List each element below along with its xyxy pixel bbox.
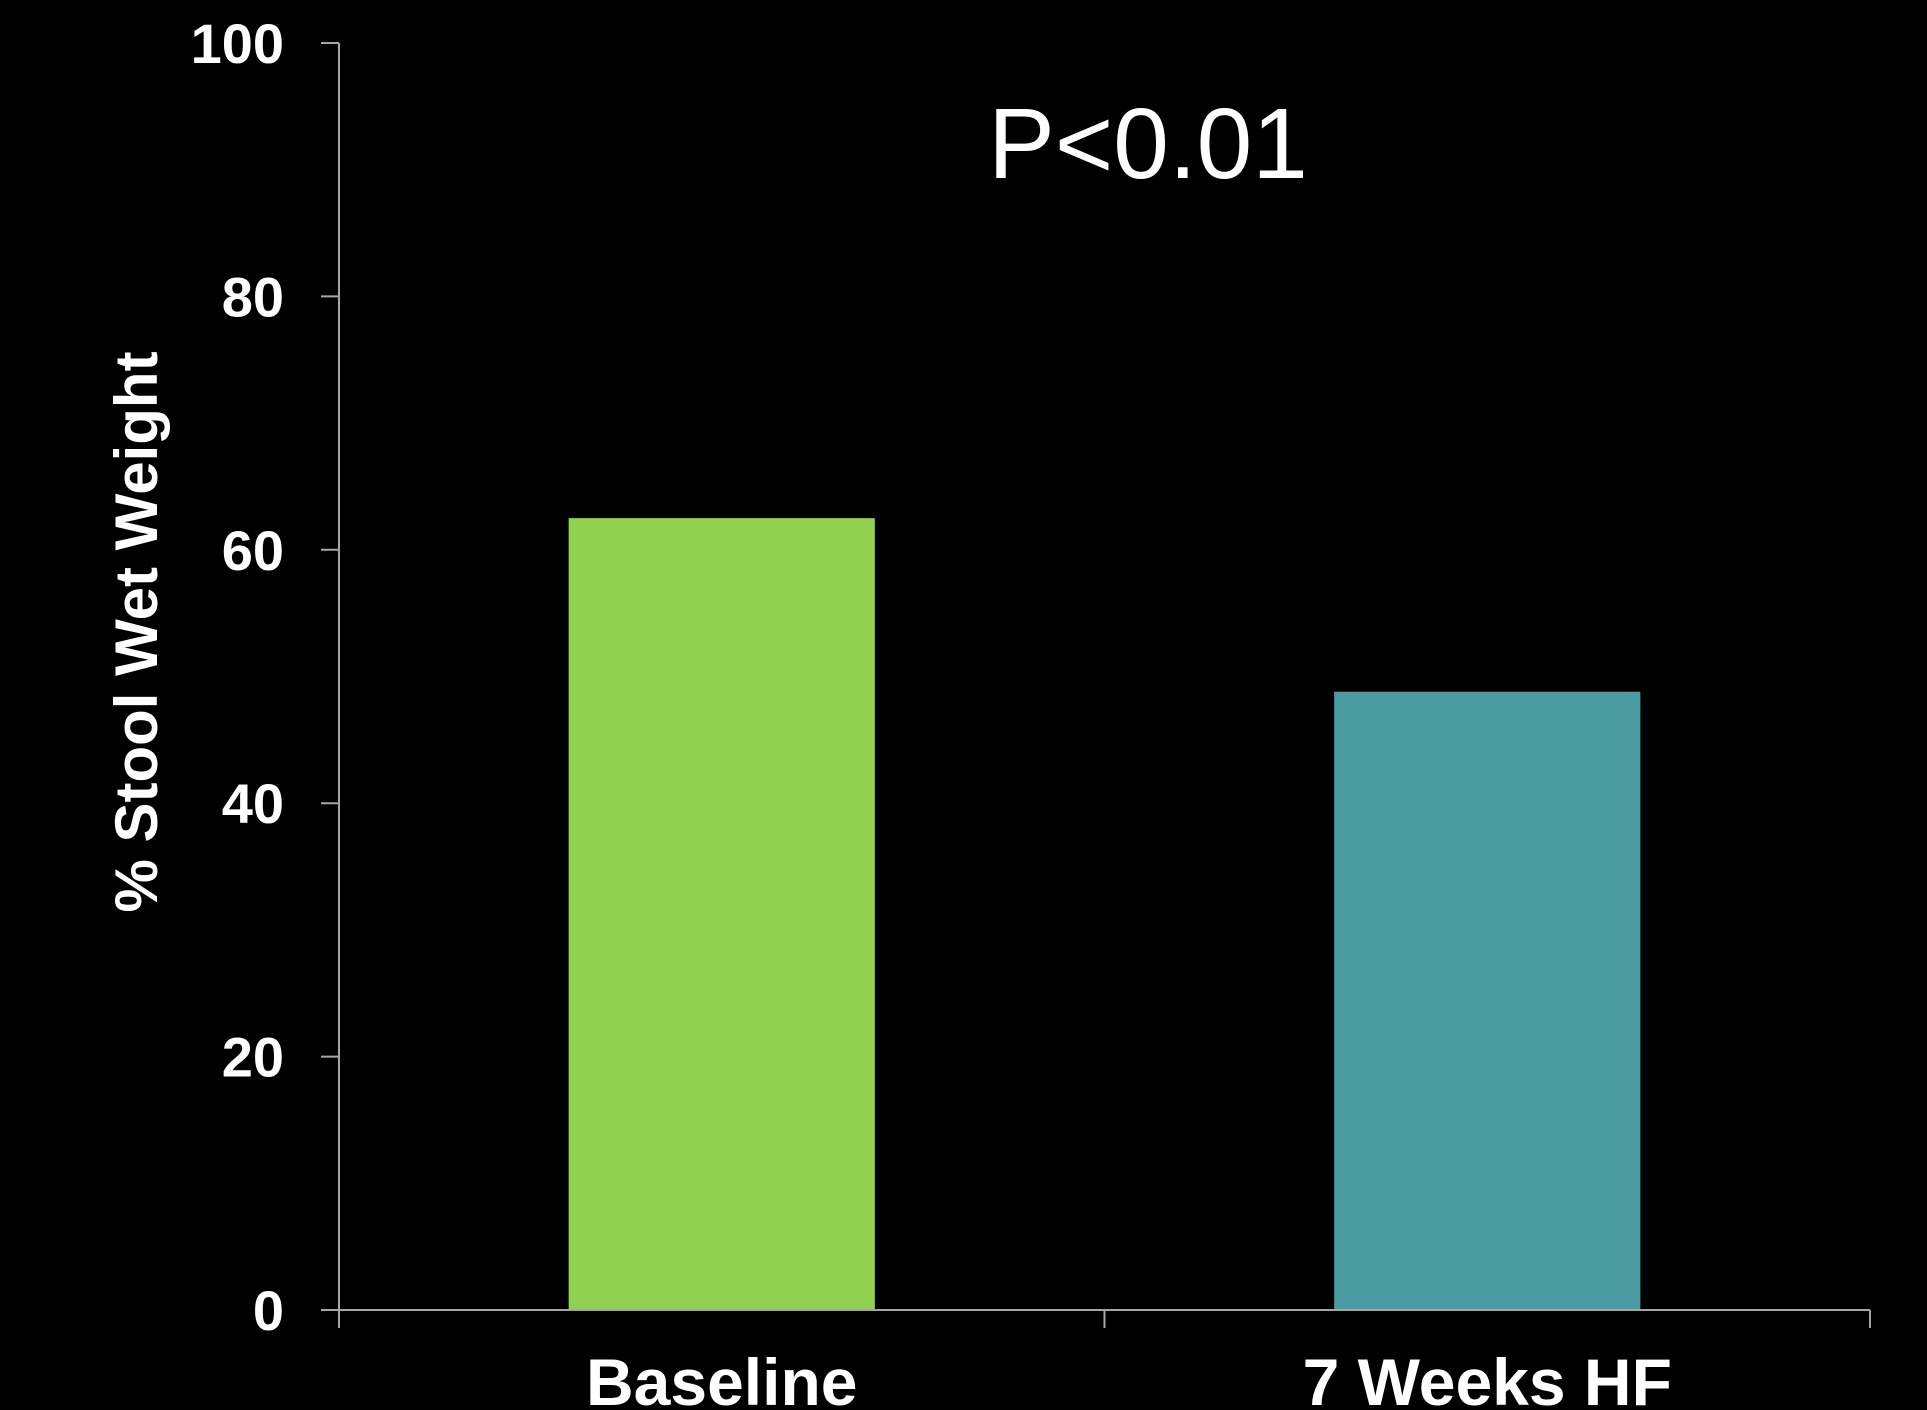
bar-7-weeks-hf (1334, 691, 1641, 1310)
p-value-annotation: P<0.01 (988, 88, 1308, 200)
bars-layer (568, 518, 1641, 1310)
y-tick-label: 80 (222, 265, 284, 328)
x-category-label: Baseline (586, 1345, 857, 1410)
y-tick-label: 100 (191, 12, 284, 75)
y-tick-label: 20 (222, 1026, 284, 1089)
y-tick-label: 0 (253, 1279, 284, 1342)
bar-baseline (568, 518, 875, 1310)
y-axis-title: % Stool Wet Weight (103, 351, 170, 912)
x-category-label: 7 Weeks HF (1303, 1345, 1672, 1410)
y-tick-label: 40 (222, 772, 284, 835)
y-tick-label: 60 (222, 519, 284, 582)
y-ticks: 0 20 40 60 80 100 (191, 12, 339, 1342)
x-ticks: Baseline 7 Weeks HF (338, 1310, 1871, 1410)
